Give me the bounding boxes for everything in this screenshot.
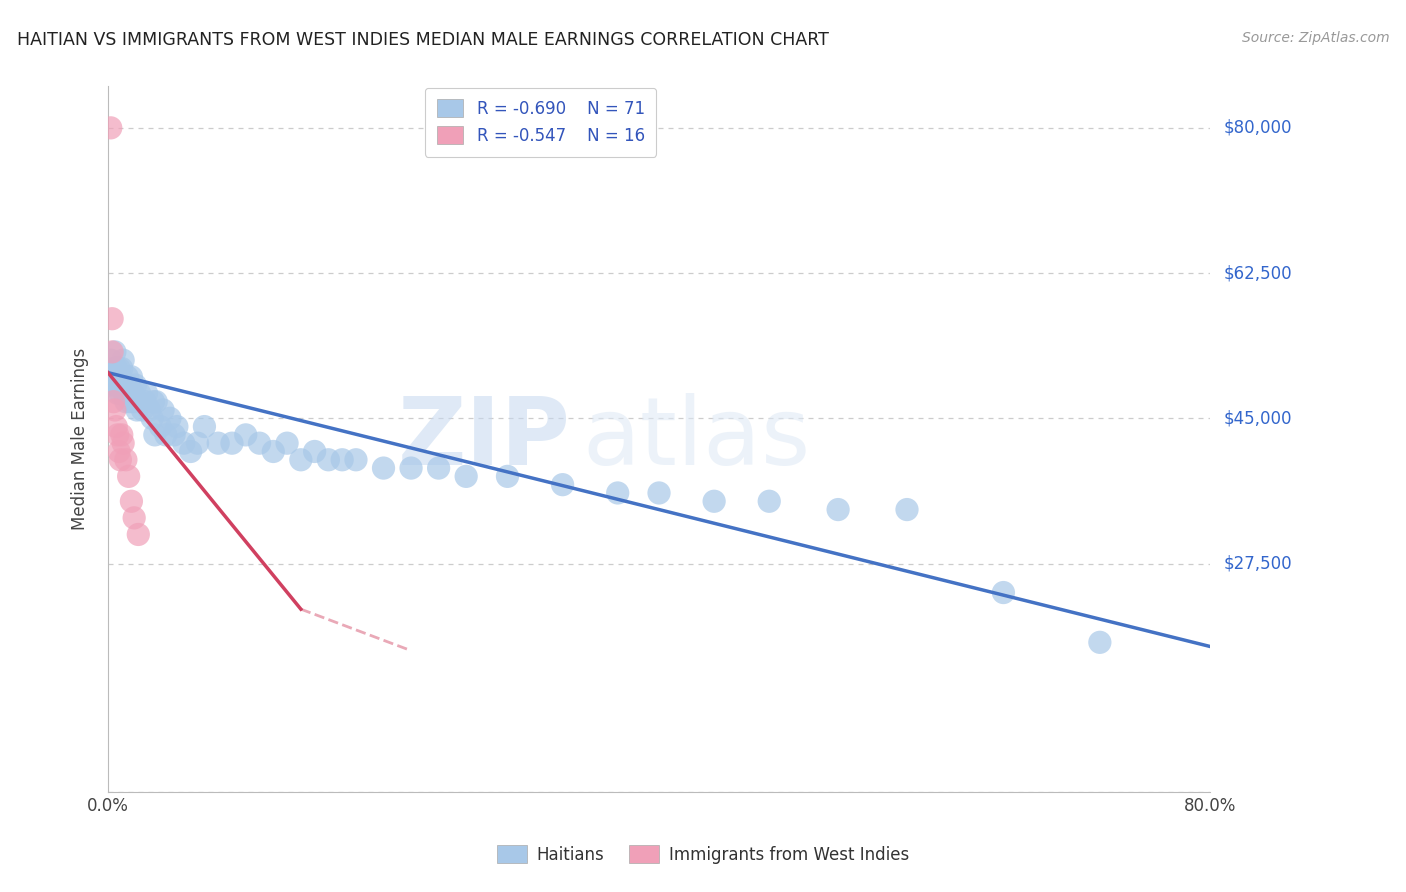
Point xyxy=(166,419,188,434)
Point xyxy=(290,452,312,467)
Text: atlas: atlas xyxy=(582,393,810,485)
Text: HAITIAN VS IMMIGRANTS FROM WEST INDIES MEDIAN MALE EARNINGS CORRELATION CHART: HAITIAN VS IMMIGRANTS FROM WEST INDIES M… xyxy=(17,31,828,49)
Point xyxy=(399,461,422,475)
Point xyxy=(427,461,450,475)
Point xyxy=(107,428,129,442)
Point xyxy=(262,444,284,458)
Point xyxy=(993,585,1015,599)
Point xyxy=(118,469,141,483)
Point xyxy=(112,353,135,368)
Text: ZIP: ZIP xyxy=(398,393,571,485)
Point xyxy=(118,394,141,409)
Point xyxy=(124,378,146,392)
Point xyxy=(221,436,243,450)
Point xyxy=(318,452,340,467)
Point xyxy=(304,444,326,458)
Point xyxy=(101,345,124,359)
Point xyxy=(125,403,148,417)
Point xyxy=(122,511,145,525)
Text: $80,000: $80,000 xyxy=(1225,119,1292,136)
Point xyxy=(111,361,134,376)
Point xyxy=(127,527,149,541)
Point xyxy=(143,428,166,442)
Point xyxy=(110,452,132,467)
Point xyxy=(152,403,174,417)
Point xyxy=(173,436,195,450)
Point xyxy=(373,461,395,475)
Point xyxy=(703,494,725,508)
Point xyxy=(128,386,150,401)
Point xyxy=(135,386,157,401)
Point xyxy=(193,419,215,434)
Point xyxy=(103,378,125,392)
Point xyxy=(142,394,165,409)
Point xyxy=(138,403,160,417)
Point xyxy=(551,477,574,491)
Y-axis label: Median Male Earnings: Median Male Earnings xyxy=(72,348,89,530)
Point xyxy=(117,369,139,384)
Point xyxy=(606,486,628,500)
Point xyxy=(180,444,202,458)
Point xyxy=(235,428,257,442)
Point xyxy=(496,469,519,483)
Point xyxy=(101,369,124,384)
Point xyxy=(112,436,135,450)
Point xyxy=(344,452,367,467)
Point xyxy=(120,494,142,508)
Point xyxy=(145,394,167,409)
Point xyxy=(115,452,138,467)
Point xyxy=(276,436,298,450)
Point xyxy=(207,436,229,450)
Point xyxy=(127,394,149,409)
Point xyxy=(1088,635,1111,649)
Point xyxy=(330,452,353,467)
Point xyxy=(104,403,127,417)
Text: $27,500: $27,500 xyxy=(1225,555,1292,573)
Point xyxy=(103,394,125,409)
Point xyxy=(110,369,132,384)
Point xyxy=(118,378,141,392)
Text: $45,000: $45,000 xyxy=(1225,409,1292,427)
Point xyxy=(105,361,128,376)
Point xyxy=(104,345,127,359)
Point xyxy=(122,394,145,409)
Point xyxy=(107,369,129,384)
Legend: Haitians, Immigrants from West Indies: Haitians, Immigrants from West Indies xyxy=(489,838,917,871)
Text: $62,500: $62,500 xyxy=(1225,264,1292,282)
Legend: R = -0.690    N = 71, R = -0.547    N = 16: R = -0.690 N = 71, R = -0.547 N = 16 xyxy=(425,87,657,157)
Text: Source: ZipAtlas.com: Source: ZipAtlas.com xyxy=(1241,31,1389,45)
Point xyxy=(121,386,143,401)
Point xyxy=(105,378,128,392)
Point xyxy=(141,411,163,425)
Point xyxy=(134,394,156,409)
Point xyxy=(186,436,208,450)
Point xyxy=(100,353,122,368)
Point xyxy=(103,361,125,376)
Point xyxy=(120,369,142,384)
Point xyxy=(115,394,138,409)
Point xyxy=(896,502,918,516)
Point xyxy=(101,311,124,326)
Point xyxy=(155,428,177,442)
Point xyxy=(111,428,134,442)
Point xyxy=(104,369,127,384)
Point xyxy=(159,411,181,425)
Point xyxy=(131,403,153,417)
Point xyxy=(648,486,671,500)
Point xyxy=(111,378,134,392)
Point xyxy=(100,120,122,135)
Point xyxy=(456,469,478,483)
Point xyxy=(758,494,780,508)
Point xyxy=(108,444,131,458)
Point xyxy=(149,419,172,434)
Point xyxy=(105,419,128,434)
Point xyxy=(163,428,186,442)
Point xyxy=(114,386,136,401)
Point xyxy=(108,361,131,376)
Point xyxy=(827,502,849,516)
Point xyxy=(249,436,271,450)
Point xyxy=(107,386,129,401)
Point xyxy=(110,386,132,401)
